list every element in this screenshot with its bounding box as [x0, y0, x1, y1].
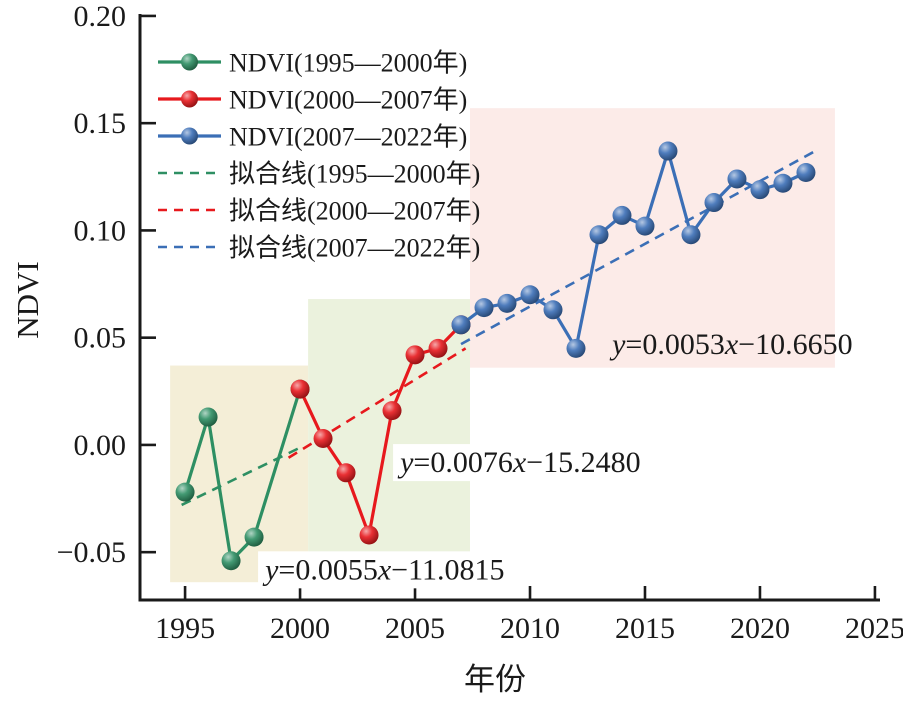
legend-sample-marker: [181, 53, 198, 71]
legend-item-label: NDVI(2007—2022年): [229, 123, 467, 152]
legend-item-1995-2000: NDVI(1995—2000年): [158, 49, 467, 78]
series-2000-2007: [290, 315, 471, 545]
data-point: [727, 169, 747, 189]
equation-background-box: [258, 551, 509, 589]
x-axis-tick-label: 2015: [615, 612, 675, 645]
legend-item-label: NDVI(1995—2000年): [229, 49, 467, 78]
data-point: [681, 225, 701, 245]
eq-2000-2007: y=0.0076x−15.2480: [393, 444, 645, 482]
data-point: [520, 285, 540, 305]
y-axis-tick-label: 0.00: [74, 429, 127, 462]
y-axis-tick-label: −0.05: [57, 536, 126, 569]
y-axis-tick-label: 0.05: [74, 322, 127, 355]
x-axis-title: 年份: [464, 662, 526, 697]
legend-item-label: 拟合线(1995—2000年): [229, 160, 480, 189]
fit-equation-text: y=0.0053x−10.6650: [609, 328, 853, 361]
axes: 1995 2000 2005 2010 2015 2020 2025 0.20 0.15 0.10…: [10, 0, 903, 697]
data-point: [382, 401, 402, 421]
data-point: [704, 193, 724, 213]
data-point: [221, 551, 241, 571]
x-axis-tick-label: 2010: [500, 612, 560, 645]
series-1995-2000: [175, 379, 310, 571]
data-point: [474, 298, 494, 318]
y-axis-tick-label: 0.20: [74, 0, 127, 33]
legend-item-2007-2022: NDVI(2007—2022年): [158, 123, 467, 152]
data-point: [773, 173, 793, 193]
fit-equations: y=0.0055x−11.0815 y=0.0076x−15.2480 y=0.00…: [258, 328, 853, 589]
x-axis-tick-label: 2025: [845, 612, 903, 645]
data-point: [313, 428, 333, 448]
legend-item-fit-2007-2022: 拟合线(2007—2022年): [158, 234, 480, 263]
data-point: [198, 407, 218, 427]
legend-item-2000-2007: NDVI(2000—2007年): [158, 86, 467, 115]
data-point: [566, 338, 586, 358]
data-point: [635, 216, 655, 236]
legend-sample-marker: [181, 127, 198, 145]
data-point: [658, 141, 678, 161]
y-axis-title: NDVI: [10, 261, 45, 339]
series-2007-2022: [451, 141, 816, 358]
data-point: [359, 525, 379, 545]
data-point: [290, 379, 310, 399]
data-point: [451, 315, 471, 335]
series-2007-2022-line: [460, 149, 807, 350]
legend-item-fit-1995-2000: 拟合线(1995—2000年): [158, 160, 480, 189]
eq-2007-2022: y=0.0053x−10.6650: [609, 328, 853, 361]
legend-sample-marker: [181, 90, 198, 108]
data-point: [750, 180, 770, 200]
x-axis-tick-label: 1995: [155, 612, 215, 645]
x-axis-tick-label: 2020: [730, 612, 790, 645]
highlight-region-2007-2022: [469, 108, 835, 368]
fit-equation-text: y=0.0076x−15.2480: [397, 446, 641, 479]
data-point: [543, 300, 563, 320]
data-point: [796, 163, 816, 183]
legend-item-label: 拟合线(2007—2022年): [229, 234, 480, 263]
data-point: [405, 345, 425, 365]
eq-1995-2000: y=0.0055x−11.0815: [258, 551, 509, 589]
x-axis-tick-label: 2000: [270, 612, 330, 645]
data-point: [175, 482, 195, 502]
equation-background-box: [393, 444, 645, 482]
highlight-region-1995-2000: [170, 365, 309, 583]
x-axis-tick-label: 2005: [385, 612, 445, 645]
data-point: [589, 225, 609, 245]
fit-1995-2000-line: [181, 445, 302, 507]
legend-item-label: 拟合线(2000—2007年): [229, 197, 480, 226]
data-point: [244, 527, 264, 547]
y-axis-tick-label: 0.10: [74, 214, 127, 247]
data-point: [497, 293, 517, 313]
data-point: [336, 463, 356, 483]
fit-equation-text: y=0.0055x−11.0815: [262, 553, 504, 586]
data-point: [428, 338, 448, 358]
legend-item-fit-2000-2007: 拟合线(2000—2007年): [158, 197, 480, 226]
data-point: [612, 205, 632, 225]
legend-item-label: NDVI(2000—2007年): [229, 86, 467, 115]
legend: NDVI(1995—2000年) NDVI(2000—2007年) NDVI(200…: [158, 49, 480, 263]
y-axis-tick-label: 0.15: [74, 107, 127, 140]
